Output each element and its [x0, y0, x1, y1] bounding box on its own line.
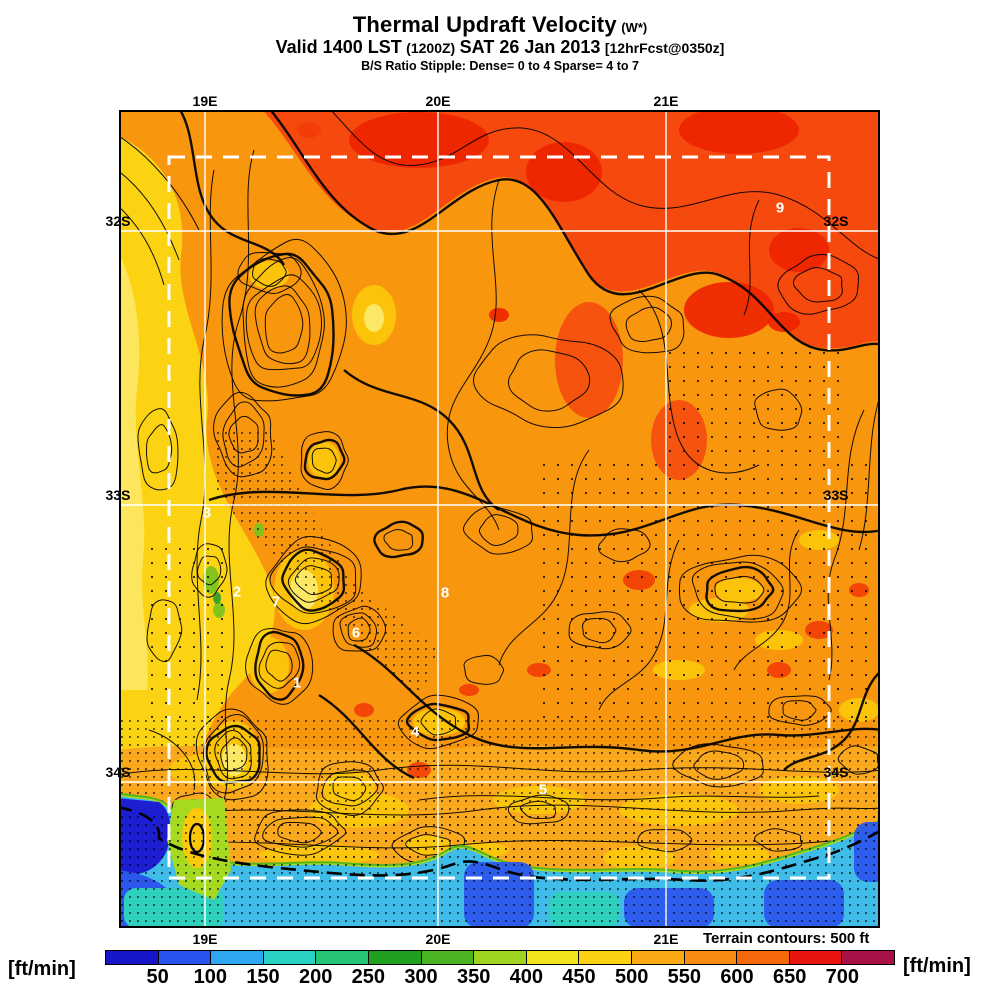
colorbar-unit-right: [ft/min] [903, 955, 971, 977]
colorbar-tick-300: 300 [404, 966, 438, 988]
waypoint-label-4: 4 [410, 723, 420, 741]
x-axis-label-bottom: 20E [425, 931, 451, 947]
colorbar-tick-600: 600 [720, 966, 754, 988]
colorbar-segment-4 [315, 951, 368, 964]
colorbar-tick-650: 650 [772, 966, 807, 988]
colorbar-tick-400: 400 [509, 966, 544, 988]
colorbar-tick-100: 100 [193, 966, 228, 988]
terrain-contour-note: Terrain contours: 500 ft [703, 930, 870, 947]
stipple-legend: B/S Ratio Stipple: Dense= 0 to 4 Sparse=… [361, 58, 639, 73]
y-axis-label-left: 34S [105, 764, 131, 780]
header: Thermal Updraft Velocity (W*) Valid 1400… [0, 12, 1000, 73]
x-axis-label-top: 19E [192, 93, 218, 109]
y-axis-label-right: 34S [823, 764, 849, 780]
valid-time: Valid 1400 LST [275, 37, 402, 58]
plot-title-note: (W*) [621, 20, 648, 35]
coastline-layer [119, 792, 880, 928]
colorbar-tick-350: 350 [456, 966, 491, 988]
valid-time-z: (1200Z) [406, 40, 456, 57]
y-axis-label-left: 33S [105, 487, 131, 503]
colorbar-segment-1 [157, 951, 211, 964]
plot-title-line: Thermal Updraft Velocity (W*) [0, 12, 1000, 37]
valid-time-line: Valid 1400 LST (1200Z) SAT 26 Jan 2013 [… [0, 37, 1000, 58]
waypoint-label-1: 1 [292, 674, 302, 692]
colorbar-segment-2 [210, 951, 263, 964]
waypoint-label-9: 9 [775, 199, 785, 217]
forecast-cycle: [12hrFcst@0350z] [604, 40, 725, 57]
colorbar-tick-500: 500 [614, 966, 649, 988]
waypoint-label-7: 7 [271, 593, 281, 611]
map-canvas [119, 110, 880, 928]
colorbar-segment-5 [367, 951, 421, 964]
colorbar-segment-0 [106, 951, 158, 964]
x-axis-label-top: 21E [653, 93, 679, 109]
colorbar-segment-9 [578, 951, 631, 964]
colorbar-segment-12 [736, 951, 789, 964]
colorbar-segment-14 [841, 951, 894, 964]
colorbar-segment-8 [525, 951, 579, 964]
colorbar-tick-150: 150 [246, 966, 280, 988]
x-axis-label-bottom: 19E [192, 931, 218, 947]
colorbar-tick-550: 550 [667, 966, 702, 988]
valid-date: SAT 26 Jan 2013 [459, 37, 601, 58]
colorbar-segment-10 [630, 951, 684, 964]
colorbar-segment-7 [473, 951, 526, 964]
colorbar-tick-450: 450 [562, 966, 596, 988]
waypoint-label-8: 8 [440, 584, 450, 602]
colorbar-tick-250: 250 [351, 966, 386, 988]
colorbar [105, 950, 895, 965]
x-axis-label-top: 20E [425, 93, 451, 109]
colorbar-tick-200: 200 [298, 966, 333, 988]
colorbar-segment-3 [262, 951, 316, 964]
plot-title: Thermal Updraft Velocity [352, 12, 617, 37]
x-axis-label-bottom: 21E [653, 931, 679, 947]
y-axis-label-right: 33S [823, 487, 849, 503]
y-axis-label-right: 32S [823, 213, 849, 229]
waypoint-label-5: 5 [538, 781, 548, 799]
waypoint-label-6: 6 [351, 624, 361, 642]
colorbar-segment-11 [683, 951, 737, 964]
inner-domain-dashed-box [167, 155, 831, 880]
map-border [119, 110, 880, 928]
colorbar-segment-6 [420, 951, 474, 964]
waypoint-label-2: 2 [232, 583, 242, 601]
colorbar-tick-700: 700 [825, 966, 860, 988]
colorbar-segment-13 [788, 951, 842, 964]
colorbar-unit-left: [ft/min] [8, 958, 76, 980]
latlon-grid-layer [119, 110, 880, 928]
colorbar-tick-50: 50 [146, 966, 169, 988]
waypoint-label-3: 3 [202, 504, 212, 522]
y-axis-label-left: 32S [105, 213, 131, 229]
